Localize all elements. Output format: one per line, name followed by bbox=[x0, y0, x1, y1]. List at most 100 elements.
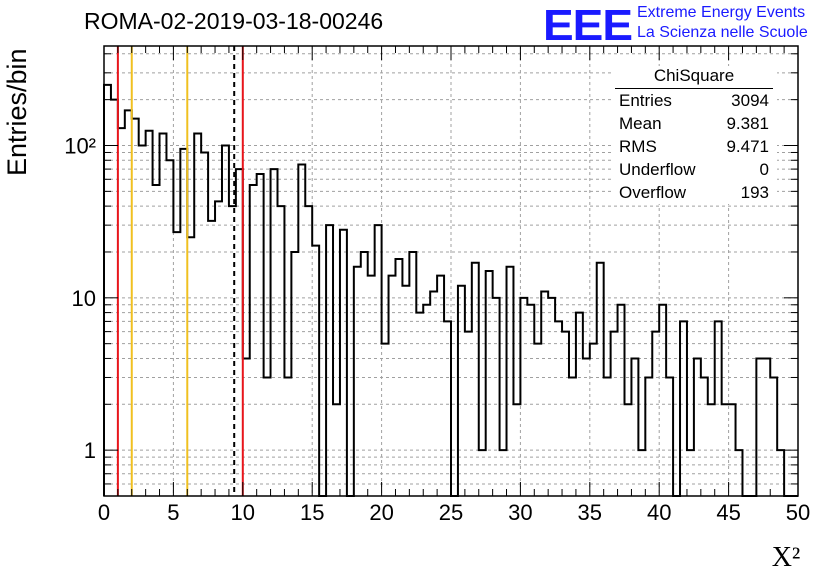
histogram-bin bbox=[507, 267, 514, 496]
histogram-bin bbox=[354, 267, 361, 496]
stats-row-overflow: Overflow 193 bbox=[611, 181, 777, 204]
histogram-bin bbox=[472, 263, 479, 496]
histogram-bin bbox=[729, 404, 736, 496]
y-tick-label: 10 bbox=[72, 286, 96, 311]
y-axis-label: Entries/bin bbox=[2, 48, 32, 176]
histogram-bin bbox=[187, 237, 194, 496]
histogram-bin bbox=[569, 377, 576, 496]
histogram-bin bbox=[166, 160, 173, 496]
histogram-bin bbox=[118, 128, 125, 496]
histogram-bin bbox=[659, 305, 666, 496]
histogram-bin bbox=[708, 404, 715, 496]
histogram-outline bbox=[103, 83, 798, 497]
histogram-bin bbox=[160, 133, 167, 496]
histogram-bin bbox=[500, 450, 507, 496]
histogram-bin bbox=[576, 313, 583, 496]
y-tick-label: 10² bbox=[64, 133, 96, 158]
histogram-bin bbox=[513, 404, 520, 496]
histogram-bin bbox=[777, 450, 784, 496]
x-tick-label: 30 bbox=[508, 500, 532, 525]
histogram-bin bbox=[423, 305, 430, 496]
histogram-bin bbox=[520, 298, 527, 496]
histogram-bin bbox=[638, 450, 645, 496]
histogram-bin bbox=[527, 305, 534, 496]
stats-box: ChiSquare Entries 3094 Mean 9.381 RMS 9.… bbox=[611, 66, 777, 204]
histogram-bin bbox=[222, 145, 229, 496]
x-tick-label: 5 bbox=[167, 500, 179, 525]
histogram-bin bbox=[104, 85, 111, 496]
histogram-bin bbox=[618, 305, 625, 496]
histogram-bin bbox=[368, 276, 375, 496]
stats-label: Underflow bbox=[619, 160, 696, 179]
stats-row-mean: Mean 9.381 bbox=[611, 112, 777, 135]
x-tick-label: 40 bbox=[647, 500, 671, 525]
histogram-bin bbox=[583, 358, 590, 496]
histogram-bin bbox=[597, 263, 604, 496]
stats-value: 9.471 bbox=[726, 137, 769, 156]
stats-label: RMS bbox=[619, 137, 657, 156]
x-tick-label: 25 bbox=[439, 500, 463, 525]
histogram-bin bbox=[291, 252, 298, 496]
histogram-bin bbox=[146, 131, 153, 496]
histogram-bin bbox=[590, 344, 597, 496]
histogram-bin bbox=[625, 404, 632, 496]
histogram-bin bbox=[236, 169, 243, 496]
histogram-bin bbox=[493, 298, 500, 496]
histogram-bin bbox=[736, 450, 743, 496]
histogram-bin bbox=[173, 232, 180, 496]
histogram-bin bbox=[271, 169, 278, 496]
histogram-bin bbox=[465, 332, 472, 496]
stats-value: 0 bbox=[759, 160, 769, 179]
histogram-bin bbox=[715, 321, 722, 496]
histogram-bin bbox=[479, 450, 486, 496]
histogram-bin bbox=[680, 321, 687, 496]
histogram-bin bbox=[395, 259, 402, 496]
histogram-bin bbox=[722, 404, 729, 496]
stats-row-underflow: Underflow 0 bbox=[611, 158, 777, 181]
histogram-bin bbox=[257, 174, 264, 496]
x-tick-label: 20 bbox=[369, 500, 393, 525]
histogram-bin bbox=[701, 377, 708, 496]
histogram-bin bbox=[534, 344, 541, 496]
histogram-bin bbox=[402, 286, 409, 496]
histogram-bin bbox=[278, 206, 285, 496]
histogram-bin bbox=[611, 332, 618, 496]
histogram-bin bbox=[756, 358, 763, 496]
histogram-bin bbox=[375, 225, 382, 496]
stats-title: ChiSquare bbox=[615, 66, 773, 89]
stats-label: Overflow bbox=[619, 183, 687, 202]
histogram-bin bbox=[444, 321, 451, 496]
stats-label: Mean bbox=[619, 114, 662, 133]
histogram-bin bbox=[194, 133, 201, 496]
histogram-bin bbox=[243, 358, 250, 496]
stats-row-rms: RMS 9.471 bbox=[611, 135, 777, 158]
y-tick-label: 1 bbox=[84, 438, 96, 463]
histogram-bin bbox=[382, 344, 389, 496]
histogram-bin bbox=[645, 377, 652, 496]
histogram-bin bbox=[298, 165, 305, 496]
x-tick-label: 0 bbox=[98, 500, 110, 525]
histogram-bin bbox=[437, 276, 444, 496]
x-tick-label: 50 bbox=[786, 500, 810, 525]
x-tick-label: 35 bbox=[578, 500, 602, 525]
histogram-bin bbox=[604, 377, 611, 496]
histogram-bin bbox=[555, 321, 562, 496]
histogram-bin bbox=[139, 145, 146, 496]
histogram-bin bbox=[326, 225, 333, 496]
histogram-bin bbox=[541, 292, 548, 496]
x-tick-label: 10 bbox=[231, 500, 255, 525]
chart-title: ROMA-02-2019-03-18-00246 bbox=[84, 8, 384, 34]
histogram-bin bbox=[687, 450, 694, 496]
histogram-bin bbox=[180, 149, 187, 496]
x-tick-label: 45 bbox=[716, 500, 740, 525]
histogram-bin bbox=[389, 276, 396, 496]
eee-logo: EEE bbox=[543, 0, 633, 50]
histogram-bin bbox=[132, 119, 139, 496]
histogram-bin bbox=[458, 286, 465, 496]
histogram-bin bbox=[208, 221, 215, 496]
histogram-bin bbox=[763, 358, 770, 496]
stats-value: 9.381 bbox=[726, 114, 769, 133]
histogram-bin bbox=[312, 246, 319, 496]
logo-line-2: La Scienza nelle Scuole bbox=[637, 24, 808, 41]
histogram-bin bbox=[666, 377, 673, 496]
